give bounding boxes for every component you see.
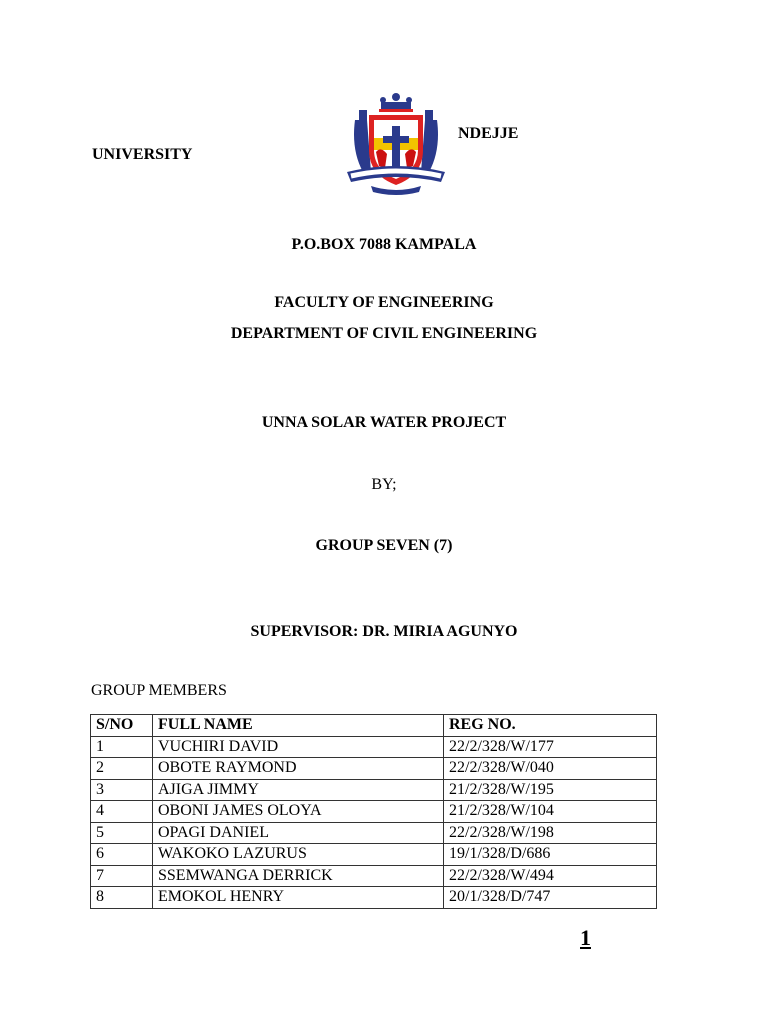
table-row: 6 WAKOKO LAZURUS 19/1/328/D/686: [90, 843, 657, 866]
group-name: GROUP SEVEN (7): [315, 537, 453, 554]
cell-reg-number: 21/2/328/W/104: [443, 800, 657, 823]
cell-serial-number: 3: [90, 778, 153, 801]
cell-serial-number: 2: [90, 757, 153, 780]
cell-reg-number: 22/2/328/W/494: [443, 864, 657, 887]
cell-full-name: SSEMWANGA DERRICK: [152, 864, 444, 887]
cell-serial-number: 1: [90, 735, 153, 758]
address: P.O.BOX 7088 KAMPALA: [291, 236, 477, 253]
cell-reg-number: 19/1/328/D/686: [443, 843, 657, 866]
table-row: 8 EMOKOL HENRY 20/1/328/D/747: [90, 886, 657, 909]
cell-reg-number: 22/2/328/W/177: [443, 735, 657, 758]
by-label: BY;: [371, 476, 397, 493]
university-name-part2: UNIVERSITY: [92, 146, 193, 163]
column-header-sno: S/NO: [90, 714, 153, 737]
faculty-name: FACULTY OF ENGINEERING: [274, 294, 494, 311]
cell-full-name: EMOKOL HENRY: [152, 886, 444, 909]
cell-serial-number: 8: [90, 886, 153, 909]
cell-reg-number: 21/2/328/W/195: [443, 778, 657, 801]
cell-reg-number: 22/2/328/W/198: [443, 821, 657, 844]
column-header-reg-no: REG NO.: [443, 714, 657, 737]
supervisor: SUPERVISOR: DR. MIRIA AGUNYO: [250, 623, 518, 640]
crown-icon: [379, 93, 413, 112]
project-title: UNNA SOLAR WATER PROJECT: [261, 414, 507, 431]
group-members-table: S/NO FULL NAME REG NO. 1 VUCHIRI DAVID 22/…: [90, 714, 657, 909]
page-number: 1: [580, 925, 591, 950]
column-header-full-name: FULL NAME: [152, 714, 444, 737]
cell-reg-number: 20/1/328/D/747: [443, 886, 657, 909]
university-crest-logo: [347, 93, 445, 195]
university-name-part1: NDEJJE: [458, 125, 519, 142]
table-row: 7 SSEMWANGA DERRICK 22/2/328/W/494: [90, 864, 657, 887]
cell-full-name: OBOTE RAYMOND: [152, 757, 444, 780]
table-header-row: S/NO FULL NAME REG NO.: [90, 714, 657, 737]
table-row: 3 AJIGA JIMMY 21/2/328/W/195: [90, 778, 657, 801]
table-row: 1 VUCHIRI DAVID 22/2/328/W/177: [90, 735, 657, 758]
cell-reg-number: 22/2/328/W/040: [443, 757, 657, 780]
table-row: 2 OBOTE RAYMOND 22/2/328/W/040: [90, 757, 657, 780]
table-row: 4 OBONI JAMES OLOYA 21/2/328/W/104: [90, 800, 657, 823]
cell-serial-number: 5: [90, 821, 153, 844]
department-name: DEPARTMENT OF CIVIL ENGINEERING: [230, 325, 538, 342]
cell-full-name: OBONI JAMES OLOYA: [152, 800, 444, 823]
cell-full-name: VUCHIRI DAVID: [152, 735, 444, 758]
cell-serial-number: 6: [90, 843, 153, 866]
cell-full-name: OPAGI DANIEL: [152, 821, 444, 844]
cell-serial-number: 4: [90, 800, 153, 823]
cell-full-name: AJIGA JIMMY: [152, 778, 444, 801]
table-row: 5 OPAGI DANIEL 22/2/328/W/198: [90, 821, 657, 844]
group-members-heading: GROUP MEMBERS: [91, 682, 227, 699]
cell-serial-number: 7: [90, 864, 153, 887]
cell-full-name: WAKOKO LAZURUS: [152, 843, 444, 866]
